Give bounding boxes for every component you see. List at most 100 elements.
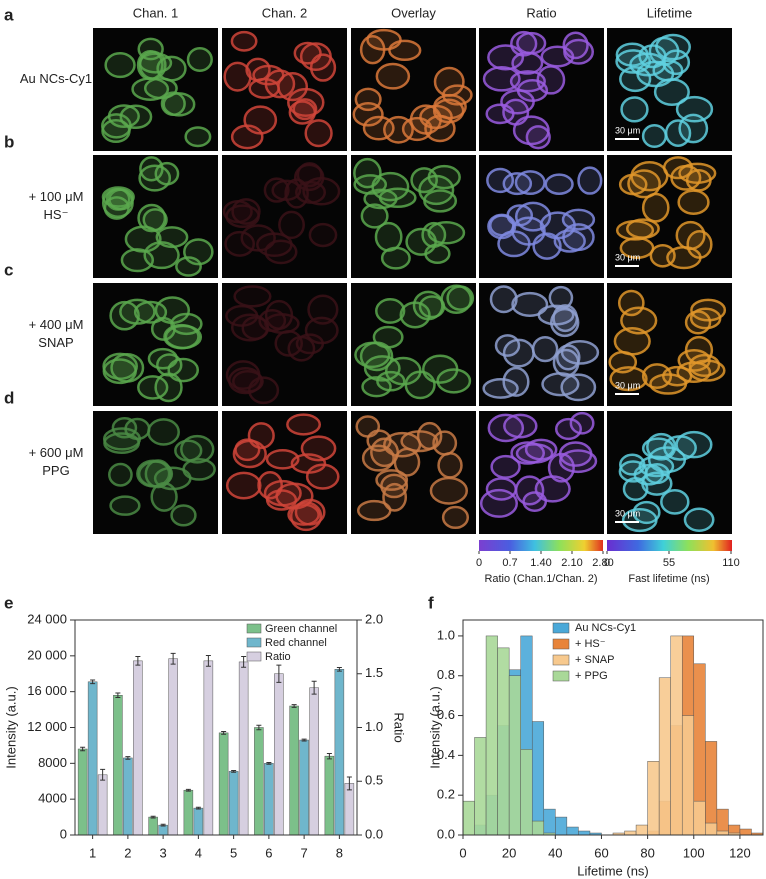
y-tick-label: 16 000 [27,683,67,698]
histogram-bar [555,816,568,836]
cell [137,37,164,61]
error-bar [256,724,262,731]
legend-label: Au NCs-Cy1 [575,622,636,634]
error-bar [336,666,342,672]
cell [102,358,137,385]
cell [124,225,162,253]
cell [632,500,661,525]
error-bar [241,656,247,668]
bar [274,673,284,836]
histogram-bar [474,737,487,836]
cell [305,463,340,490]
cell [256,232,293,257]
cell [511,51,544,75]
x-tick-label: 120 [729,845,751,860]
y-tick-label: 24 000 [27,611,67,626]
cell [620,96,649,123]
cell [437,452,463,479]
cell [688,359,726,382]
y-tick-label: 12 000 [27,719,67,734]
histogram-bar [716,830,729,836]
cell [482,66,521,92]
row-label: + 600 μM [29,445,84,460]
cell [362,115,395,141]
cell [225,304,259,327]
error-bar [231,770,237,773]
cell [554,417,583,441]
ratio-colorbar [479,540,603,551]
colorbar-tick-label: 2.80 [592,557,613,569]
cell [560,373,597,402]
cell [104,52,136,79]
colorbar-tick-label: 2.10 [561,557,582,569]
cell [376,370,406,392]
histogram-bar [739,828,752,836]
cell [265,449,300,470]
cell [427,220,466,245]
panel-letter: d [4,388,14,407]
x-tick-label: 20 [502,845,516,860]
y-tick-label: 0.4 [437,747,455,762]
error-bar [100,768,106,781]
panel-letter: c [4,260,13,279]
scale-bar-label: 30 μm [615,380,640,390]
cell [487,44,525,71]
cell [137,203,167,233]
histogram-bar [578,830,591,836]
cell [170,504,197,527]
error-bar [311,680,317,695]
y-axis-label: Intensity (a.u.) [3,686,18,768]
histogram-bar [531,820,545,836]
cell [137,460,174,488]
cell [380,246,411,270]
cell [120,248,155,273]
cell [514,475,545,506]
bar [77,748,88,836]
colorbar-tick-label: 1.40 [530,557,551,569]
colorbar-tick-label: 0 [604,557,610,569]
x-tick-label: 4 [195,845,202,860]
cell [525,125,551,150]
bar [183,789,194,836]
bar [168,658,178,836]
column-header: Ratio [526,5,556,20]
histogram-bar [543,808,556,836]
cell [286,413,322,436]
cell [366,429,392,452]
cell [422,354,459,384]
error-bar [170,652,176,665]
x-axis-label: Lifetime (ns) [577,863,649,878]
cell [101,119,131,144]
cell [302,177,341,206]
bar [218,732,229,836]
cell [633,463,664,486]
error-bar [135,656,141,666]
cell [441,505,470,530]
colorbar-tick-label: 0 [476,557,482,569]
cell [180,434,215,464]
cell [243,105,278,135]
lifetime-colorbar [607,540,732,551]
histogram-bar [485,635,498,836]
bar [87,681,98,836]
legend-swatch [552,654,570,666]
cell [137,375,169,400]
legend-label: Ratio [265,651,291,663]
histogram-bar [635,824,648,836]
error-bar [276,664,282,683]
cell [626,218,660,239]
bar [324,755,335,836]
cell [264,299,294,331]
cell [133,300,168,324]
cell [641,437,675,460]
cell [225,471,262,500]
y-tick-label: 0.0 [365,826,383,841]
cell [292,98,318,121]
error-bar [90,679,96,685]
cell [609,366,648,392]
cell [552,304,579,333]
column-header: Chan. 2 [262,5,308,20]
column-header: Chan. 1 [133,5,179,20]
cell [354,341,391,369]
panel-letter: a [4,5,14,24]
